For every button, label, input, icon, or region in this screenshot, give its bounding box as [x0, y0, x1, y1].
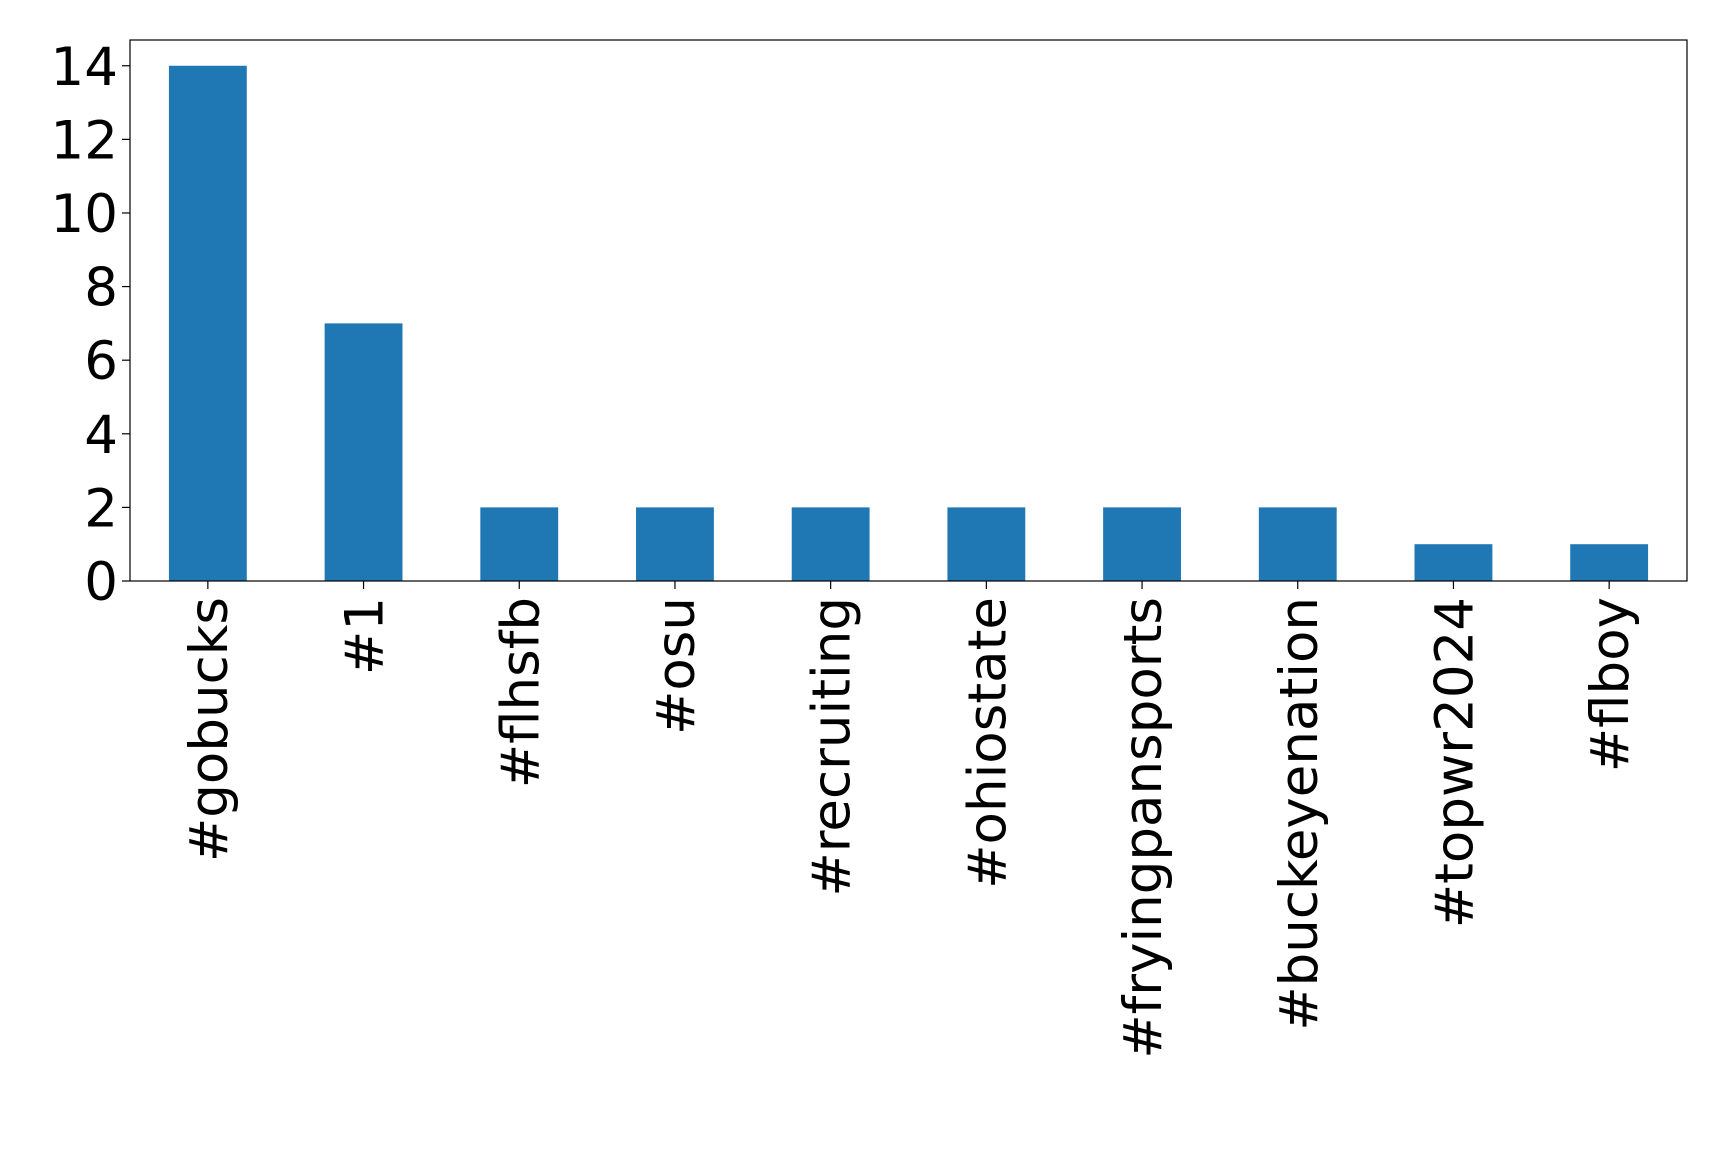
x-tick-label: #ohiostate [957, 597, 1018, 889]
y-tick-label: 2 [84, 478, 118, 539]
x-tick-label: #gobucks [179, 597, 240, 862]
bar [947, 507, 1026, 581]
x-tick-label: #flhsfb [490, 597, 551, 788]
plot-frame [129, 39, 1688, 582]
y-tick-label: 4 [84, 405, 118, 466]
bar [1258, 507, 1337, 581]
x-tick-label: #flboy [1580, 597, 1641, 772]
x-tick-label: #fryingpansports [1113, 597, 1174, 1059]
y-tick-label: 6 [84, 331, 118, 392]
bar [1414, 544, 1493, 581]
x-tick-label: #recruiting [802, 597, 863, 897]
bar [480, 507, 559, 581]
bar [168, 65, 247, 581]
x-tick-label: #topwr2024 [1424, 597, 1485, 928]
y-tick-label: 8 [84, 258, 118, 319]
y-tick-label: 12 [51, 110, 118, 171]
bar [1103, 507, 1181, 581]
bar [324, 323, 403, 581]
x-tick-label: #1 [335, 597, 396, 675]
y-tick-label: 14 [51, 37, 118, 98]
x-tick-label: #buckeyenation [1269, 597, 1330, 1031]
bar [791, 507, 870, 581]
y-tick-label: 10 [51, 184, 118, 245]
y-tick-label: 0 [84, 552, 118, 613]
bar [1570, 544, 1649, 581]
bar [636, 507, 714, 581]
x-tick-label: #osu [646, 597, 707, 735]
